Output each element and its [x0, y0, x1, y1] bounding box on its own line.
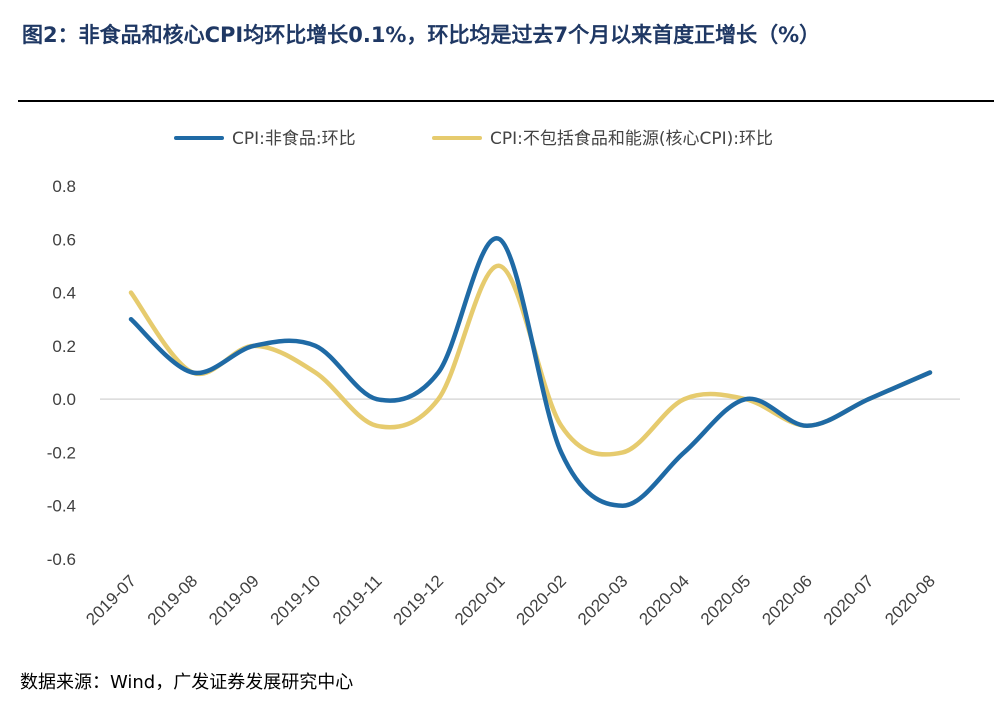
- x-tick-label: 2019-12: [390, 571, 448, 629]
- title-divider: [18, 100, 994, 102]
- y-tick-label: 0.8: [52, 177, 76, 196]
- x-tick-label: 2020-05: [697, 571, 755, 629]
- y-tick-label: -0.6: [47, 550, 76, 569]
- y-tick-label: -0.4: [47, 497, 76, 516]
- legend-label-series-1: CPI:非食品:环比: [232, 129, 356, 149]
- legend: CPI:非食品:环比 CPI:不包括食品和能源(核心CPI):环比: [174, 129, 773, 149]
- y-tick-label: 0.0: [52, 390, 76, 409]
- series-lines: [128, 236, 933, 508]
- x-tick-label: 2020-01: [451, 571, 509, 629]
- x-tick-label: 2019-08: [144, 571, 202, 629]
- x-tick-label: 2019-07: [82, 571, 140, 629]
- x-tick-label: 2020-04: [635, 571, 693, 629]
- x-tick-label: 2019-09: [205, 571, 263, 629]
- data-source-note: 数据来源：Wind，广发证券发展研究中心: [20, 672, 354, 693]
- x-tick-label: 2020-06: [758, 571, 816, 629]
- x-tick-label: 2020-03: [574, 571, 632, 629]
- x-axis: 2019-07 2019-08 2019-09 2019-10 2019-11 2019-…: [82, 571, 939, 629]
- series-line-1: [128, 236, 933, 508]
- x-tick-label: 2019-10: [267, 571, 325, 629]
- y-tick-label: 0.6: [52, 230, 76, 249]
- y-axis: 0.8 0.6 0.4 0.2 0.0 -0.2 -0.4 -0.6: [47, 177, 76, 569]
- x-tick-label: 2019-11: [329, 571, 386, 628]
- y-tick-label: 0.4: [52, 284, 76, 303]
- x-tick-label: 2020-07: [820, 571, 878, 629]
- y-tick-label: 0.2: [52, 337, 76, 356]
- legend-label-series-2: CPI:不包括食品和能源(核心CPI):环比: [490, 129, 773, 149]
- x-tick-label: 2020-08: [881, 571, 939, 629]
- x-tick-label: 2020-02: [513, 571, 571, 629]
- chart-title: 图2：非食品和核心CPI均环比增长0.1%，环比均是过去7个月以来首度正增长（%…: [22, 23, 821, 47]
- y-tick-label: -0.2: [47, 443, 76, 462]
- line-chart: CPI:非食品:环比 CPI:不包括食品和能源(核心CPI):环比 0.8 0.6…: [47, 129, 960, 629]
